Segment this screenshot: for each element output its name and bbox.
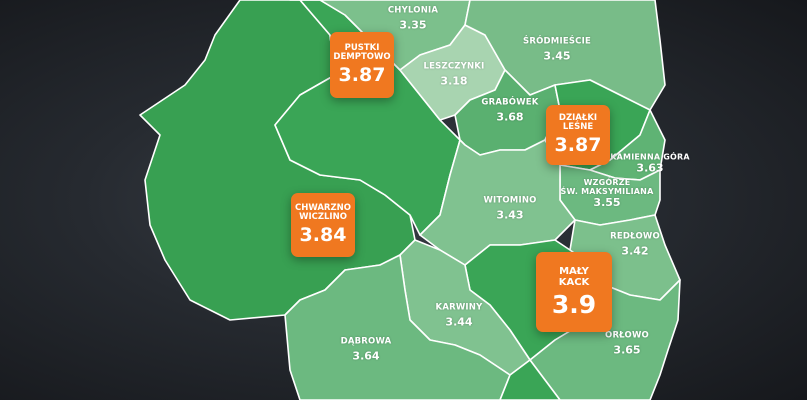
label-grabowek: GRABÓWEK 3.68 xyxy=(481,98,538,123)
label-chylonia: CHYLONIA 3.35 xyxy=(388,6,438,31)
highlight-maly-kack[interactable]: MAŁY KACK 3.9 xyxy=(536,252,612,332)
district-value: 3.35 xyxy=(399,18,427,32)
district-value: 3.64 xyxy=(352,349,380,363)
label-dabrowa: DĄBROWA 3.64 xyxy=(341,337,392,362)
district-name: ORŁOWO xyxy=(605,330,649,341)
highlight-dzialki-lesne[interactable]: DZIAŁKI LEŚNE 3.87 xyxy=(546,105,610,165)
highlight-pustki-demptowo[interactable]: PUSTKI DEMPTOWO 3.87 xyxy=(330,32,394,98)
district-value: 3.44 xyxy=(445,315,473,329)
label-redlowo: REDŁOWO 3.42 xyxy=(610,232,660,257)
badge-value: 3.87 xyxy=(554,134,602,157)
district-value: 3.55 xyxy=(593,196,621,210)
district-value: 3.68 xyxy=(496,110,524,124)
district-value: 3.65 xyxy=(613,343,641,357)
district-name: CHYLONIA xyxy=(387,5,439,16)
district-value: 3.42 xyxy=(621,244,649,258)
label-leszczynki: LESZCZYNKI 3.18 xyxy=(424,62,485,87)
badge-name-line1: MAŁY xyxy=(559,265,589,277)
label-kamienna-gora: KAMIENNA GÓRA 3.63 xyxy=(610,153,689,176)
badge-name-line2: KACK xyxy=(558,276,590,288)
badge-name-line2: DEMPTOWO xyxy=(333,52,391,63)
district-name: KAMIENNA GÓRA xyxy=(610,152,690,162)
badge-name-line1: CHWARZNO xyxy=(295,202,351,213)
district-name: REDŁOWO xyxy=(610,231,660,242)
label-wzgorze: WZGÓRZE ŚW. MAKSYMILIANA 3.55 xyxy=(561,178,654,210)
district-value: 3.43 xyxy=(496,208,524,222)
district-value: 3.45 xyxy=(543,49,571,63)
label-orlowo: ORŁOWO 3.65 xyxy=(605,331,649,356)
badge-name-line2: LEŚNE xyxy=(562,122,594,133)
district-name: KARWINY xyxy=(435,302,483,313)
highlight-chwarzno-wiczlino[interactable]: CHWARZNO WICZLINO 3.84 xyxy=(291,193,355,257)
district-name: LESZCZYNKI xyxy=(423,61,485,72)
badge-name-line1: PUSTKI xyxy=(344,42,380,53)
label-srodmiescie: ŚRÓDMIEŚCIE 3.45 xyxy=(523,37,591,62)
district-name-line1: WZGÓRZE xyxy=(583,177,631,187)
label-witomino: WITOMINO 3.43 xyxy=(483,196,536,221)
badge-value: 3.87 xyxy=(338,64,386,87)
district-name: ŚRÓDMIEŚCIE xyxy=(523,36,591,47)
district-south[interactable] xyxy=(499,359,561,400)
label-karwiny: KARWINY 3.44 xyxy=(436,303,483,328)
badge-value: 3.84 xyxy=(299,224,347,247)
district-name: GRABÓWEK xyxy=(481,97,539,108)
district-name-line2: ŚW. MAKSYMILIANA xyxy=(560,187,654,197)
district-dabrowa[interactable] xyxy=(284,254,511,400)
district-value: 3.18 xyxy=(440,74,468,88)
badge-value: 3.9 xyxy=(551,289,597,319)
district-name: WITOMINO xyxy=(483,195,537,206)
district-value: 3.63 xyxy=(636,161,664,175)
badge-name-line2: WICZLINO xyxy=(299,212,347,223)
district-name: DĄBROWA xyxy=(340,336,392,347)
badge-name-line1: DZIAŁKI xyxy=(558,112,598,123)
